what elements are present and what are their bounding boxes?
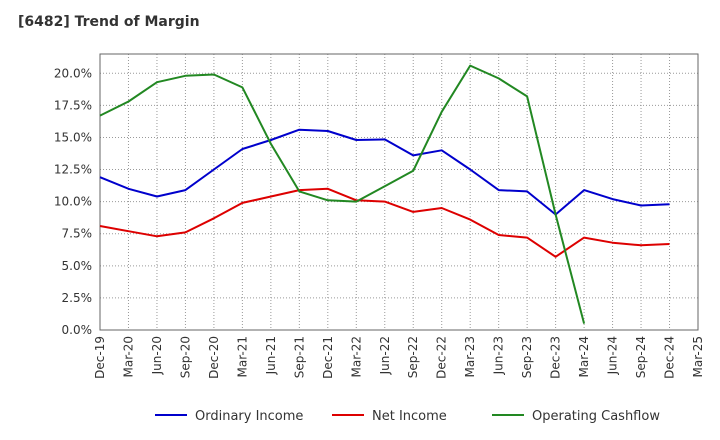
series-line-1 — [99, 187, 670, 258]
x-tick-label: Dec-24 — [663, 336, 677, 379]
x-tick-label: Dec-21 — [321, 336, 335, 379]
x-tick-label: Jun-22 — [378, 336, 392, 375]
x-tick-label: Dec-22 — [435, 336, 449, 379]
y-tick-label: 2.5% — [62, 291, 93, 305]
legend-label: Net Income — [372, 409, 447, 424]
y-tick-label: 20.0% — [54, 66, 92, 80]
y-tick-label: 7.5% — [62, 227, 93, 241]
x-tick-label: Mar-20 — [121, 336, 135, 377]
x-tick-label: Jun-24 — [606, 336, 620, 375]
x-tick-label: Sep-21 — [292, 336, 306, 378]
x-tick-label: Sep-23 — [520, 336, 534, 378]
x-tick-label: Mar-24 — [577, 336, 591, 377]
series-line-0 — [99, 128, 670, 216]
legend-label: Ordinary Income — [195, 409, 303, 424]
x-tick-label: Dec-23 — [549, 336, 563, 379]
y-tick-label: 0.0% — [62, 323, 93, 337]
y-tick-label: 12.5% — [54, 163, 92, 177]
x-tick-label: Sep-24 — [634, 336, 648, 378]
grid — [99, 54, 699, 331]
y-tick-label: 15.0% — [54, 130, 92, 144]
x-tick-label: Jun-21 — [264, 336, 278, 375]
axes: 0.0% 2.5% 5.0% 7.5% 10.0% 12.5% 15.0% 17.5% 20.0… — [54, 53, 705, 379]
series-line-2 — [99, 64, 586, 324]
x-tick-label: Mar-23 — [463, 336, 477, 377]
y-tick-label: 10.0% — [54, 195, 92, 209]
legend: Ordinary Income Net Income Operating Cashf… — [155, 409, 660, 424]
y-tick-label: 17.5% — [54, 98, 92, 112]
x-tick-label: Mar-21 — [235, 336, 249, 377]
x-tick-label: Sep-20 — [178, 336, 192, 378]
x-tick-label: Mar-25 — [691, 336, 705, 377]
x-tick-label: Jun-20 — [150, 336, 164, 375]
chart-title: [6482] Trend of Margin — [18, 14, 200, 30]
x-tick-label: Dec-20 — [207, 336, 221, 379]
series-lines — [99, 64, 670, 324]
plot-frame — [99, 53, 699, 331]
x-tick-label: Jun-23 — [492, 336, 506, 375]
x-tick-label: Sep-22 — [406, 336, 420, 378]
x-tick-label: Dec-19 — [93, 336, 107, 379]
legend-label: Operating Cashflow — [532, 409, 660, 424]
x-tick-label: Mar-22 — [349, 336, 363, 377]
y-tick-label: 5.0% — [62, 259, 93, 273]
